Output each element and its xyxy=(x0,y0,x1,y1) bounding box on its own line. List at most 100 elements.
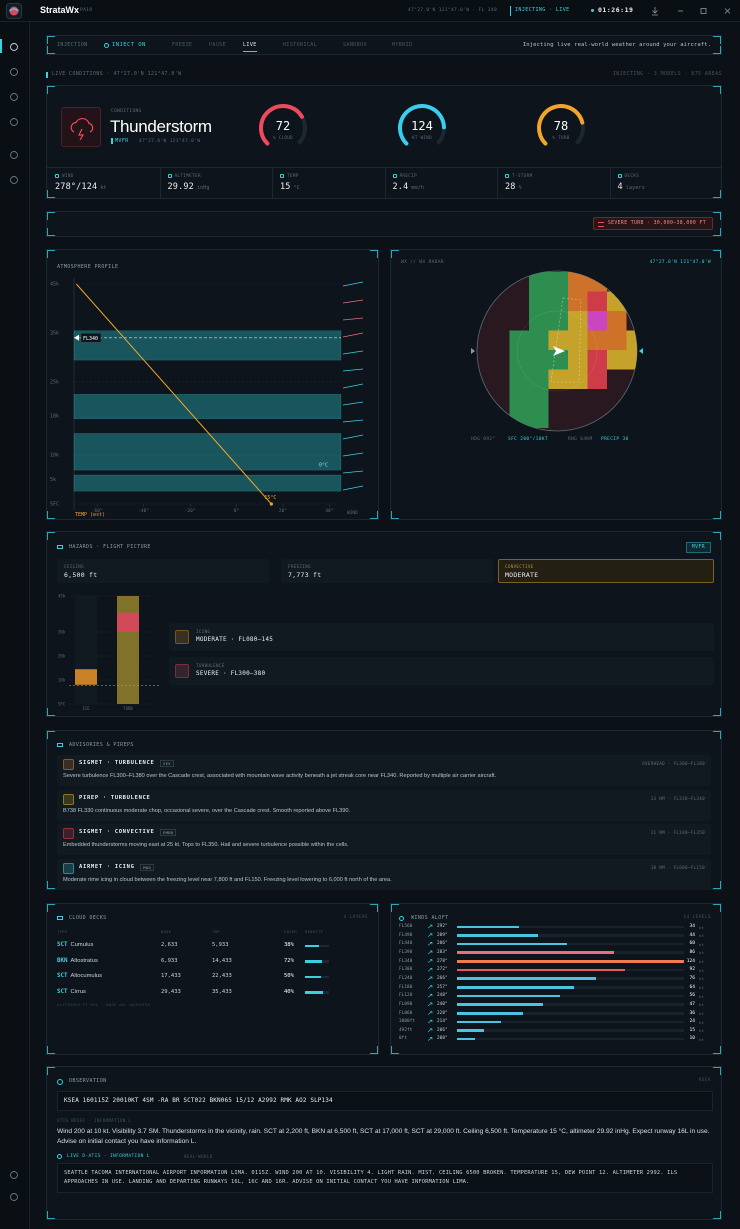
mode-option[interactable]: SANDBOX xyxy=(343,42,367,48)
wind-direction: 292° xyxy=(437,924,448,929)
decks-icon xyxy=(57,916,63,920)
stat-number: 2.4 xyxy=(392,182,409,192)
radar-cell xyxy=(568,311,588,331)
wind-speed: 86 xyxy=(689,949,695,955)
hazard-item: ICING MODERATE · FL080–145 xyxy=(169,623,714,651)
window-controls xyxy=(652,7,731,16)
radar-cell xyxy=(568,330,588,350)
mode-option[interactable]: HISTORICAL xyxy=(283,42,318,48)
mode-description: Injecting live real-world weather around… xyxy=(522,42,711,48)
datis-text: SEATTLE TACOMA INTERNATIONAL AIRPORT INF… xyxy=(64,1170,678,1185)
deck-top: 14,433 xyxy=(212,957,232,964)
wind-track xyxy=(457,1029,684,1032)
radar-scope xyxy=(471,270,643,432)
advisory-text: Moderate rime icing in cloud between the… xyxy=(63,876,392,883)
advisory-icon xyxy=(63,828,74,839)
hazard-item-icon xyxy=(175,664,189,678)
mode-option[interactable]: PAUSE xyxy=(209,42,227,48)
sidebar-icons xyxy=(0,39,18,1201)
stat-value: 15 °C xyxy=(280,182,300,192)
wind-barb xyxy=(342,452,364,457)
wind-arrows xyxy=(427,924,433,1041)
wind-speed: 92 xyxy=(689,967,695,973)
hazard-chart: SFC 10k 20k 30k 45k ICE TURB xyxy=(58,594,159,711)
mode-option[interactable]: FREEZE xyxy=(172,42,193,48)
wind-speed: 64 xyxy=(689,984,695,990)
radar-cell xyxy=(587,291,607,311)
mode-label: INJECTION xyxy=(57,42,88,48)
aircraft-label-box xyxy=(80,333,102,343)
wind-direction: 214° xyxy=(437,1019,448,1025)
wind-unit: kt xyxy=(699,933,705,939)
wind-track xyxy=(457,942,684,946)
winds-count: 14 LEVELS xyxy=(683,915,711,920)
y-tick-label: 18k xyxy=(50,414,59,420)
wind-track xyxy=(457,925,684,928)
hazards-badge: MVFR xyxy=(685,542,711,553)
wind-bar xyxy=(457,994,560,998)
alert-text: SEVERE TURB · 30,000–38,000 FT xyxy=(607,221,706,226)
radar-footer-item: SFC 200°/10KT xyxy=(508,437,548,442)
wind-arrow-icon xyxy=(427,1028,433,1033)
deck-type: BKN Altostratus xyxy=(57,958,98,964)
temperature-line xyxy=(75,283,272,505)
mode-option[interactable]: HYBRID xyxy=(392,42,413,48)
metric-label: CONVECTIVE xyxy=(505,564,534,569)
deck-type: SCT Altocumulus xyxy=(57,973,102,979)
stat-value: 28% xyxy=(505,182,522,192)
cloud-band xyxy=(73,474,342,492)
radar-cell xyxy=(548,272,568,292)
stat-icon xyxy=(617,174,622,178)
flight-category: MVFR xyxy=(111,138,129,144)
advisory: AIRMET · ICING MOD 18 NM · FL080–FL150 Mode… xyxy=(57,858,711,890)
nav-icon xyxy=(10,151,18,159)
wind-arrow-icon xyxy=(427,1011,433,1015)
wind-unit: kt xyxy=(699,941,705,947)
wind-direction: 283° xyxy=(437,949,448,955)
deck-coverage: 72% xyxy=(284,957,294,964)
wind-arrow-icon xyxy=(427,976,433,981)
radar-cell xyxy=(587,311,607,331)
y-tick-label: 25k xyxy=(50,379,59,385)
radar-cell xyxy=(587,369,607,389)
wind-bar xyxy=(457,1012,523,1015)
atmosphere-title: ATMOSPHERE PROFILE xyxy=(57,264,119,270)
radar-cell xyxy=(548,311,568,331)
mode-option[interactable]: LIVE xyxy=(243,42,257,52)
wind-direction: 257° xyxy=(437,984,448,990)
stat-unit: layers xyxy=(625,185,645,191)
stat-value: 2.4 mm/h xyxy=(393,182,425,192)
wind-unit: kt xyxy=(699,967,705,973)
deck-type: SCT Cumulus xyxy=(57,942,93,948)
range-ring xyxy=(516,310,598,392)
wind-arrow-icon xyxy=(427,1037,433,1041)
deck-cover: SCT xyxy=(57,973,68,979)
advisory-tag: EMBD xyxy=(160,829,177,836)
hazards-icon xyxy=(57,545,63,549)
hazard-y-label: SFC xyxy=(58,702,66,707)
density-bar xyxy=(305,991,323,994)
wind-direction: 240° xyxy=(437,1001,448,1007)
advisories-title: ADVISORIES & PIREPS xyxy=(69,742,134,748)
advisory: SIGMET · CONVECTIVE EMBD 21 NM · FL180–FL3… xyxy=(57,824,711,855)
wind-level: 0ft xyxy=(399,1036,408,1042)
stat-number: 29.92 xyxy=(167,182,194,192)
wind-speed: 24 xyxy=(689,1019,695,1025)
wind-arrow-icon xyxy=(427,1002,433,1007)
inject-toggle[interactable]: INJECT ON xyxy=(112,42,146,48)
close-icon xyxy=(724,8,731,14)
wind-speed: 10 xyxy=(689,1036,695,1042)
wind-track xyxy=(457,1020,684,1024)
stat-label: TEMP xyxy=(287,174,299,179)
stats-divider xyxy=(47,167,721,168)
observation-title: OBSERVATION xyxy=(69,1078,107,1084)
live-title: LIVE CONDITIONS · 47°27.0'N 121°47.0'W xyxy=(52,71,182,77)
deck-coverage: 38% xyxy=(284,942,294,948)
wind-direction: 228° xyxy=(437,1010,448,1016)
hazards-panel: HAZARDS · FLIGHT PICTURE MVFR CEILING 6,500… xyxy=(46,531,722,717)
status-divider xyxy=(510,6,511,16)
gauge-value-arc xyxy=(398,104,446,146)
stat-divider xyxy=(384,168,386,199)
maximize-icon xyxy=(700,8,707,14)
decks-note: ALTITUDES FT MSL · BASE AGL ADJUSTED xyxy=(57,1002,151,1007)
